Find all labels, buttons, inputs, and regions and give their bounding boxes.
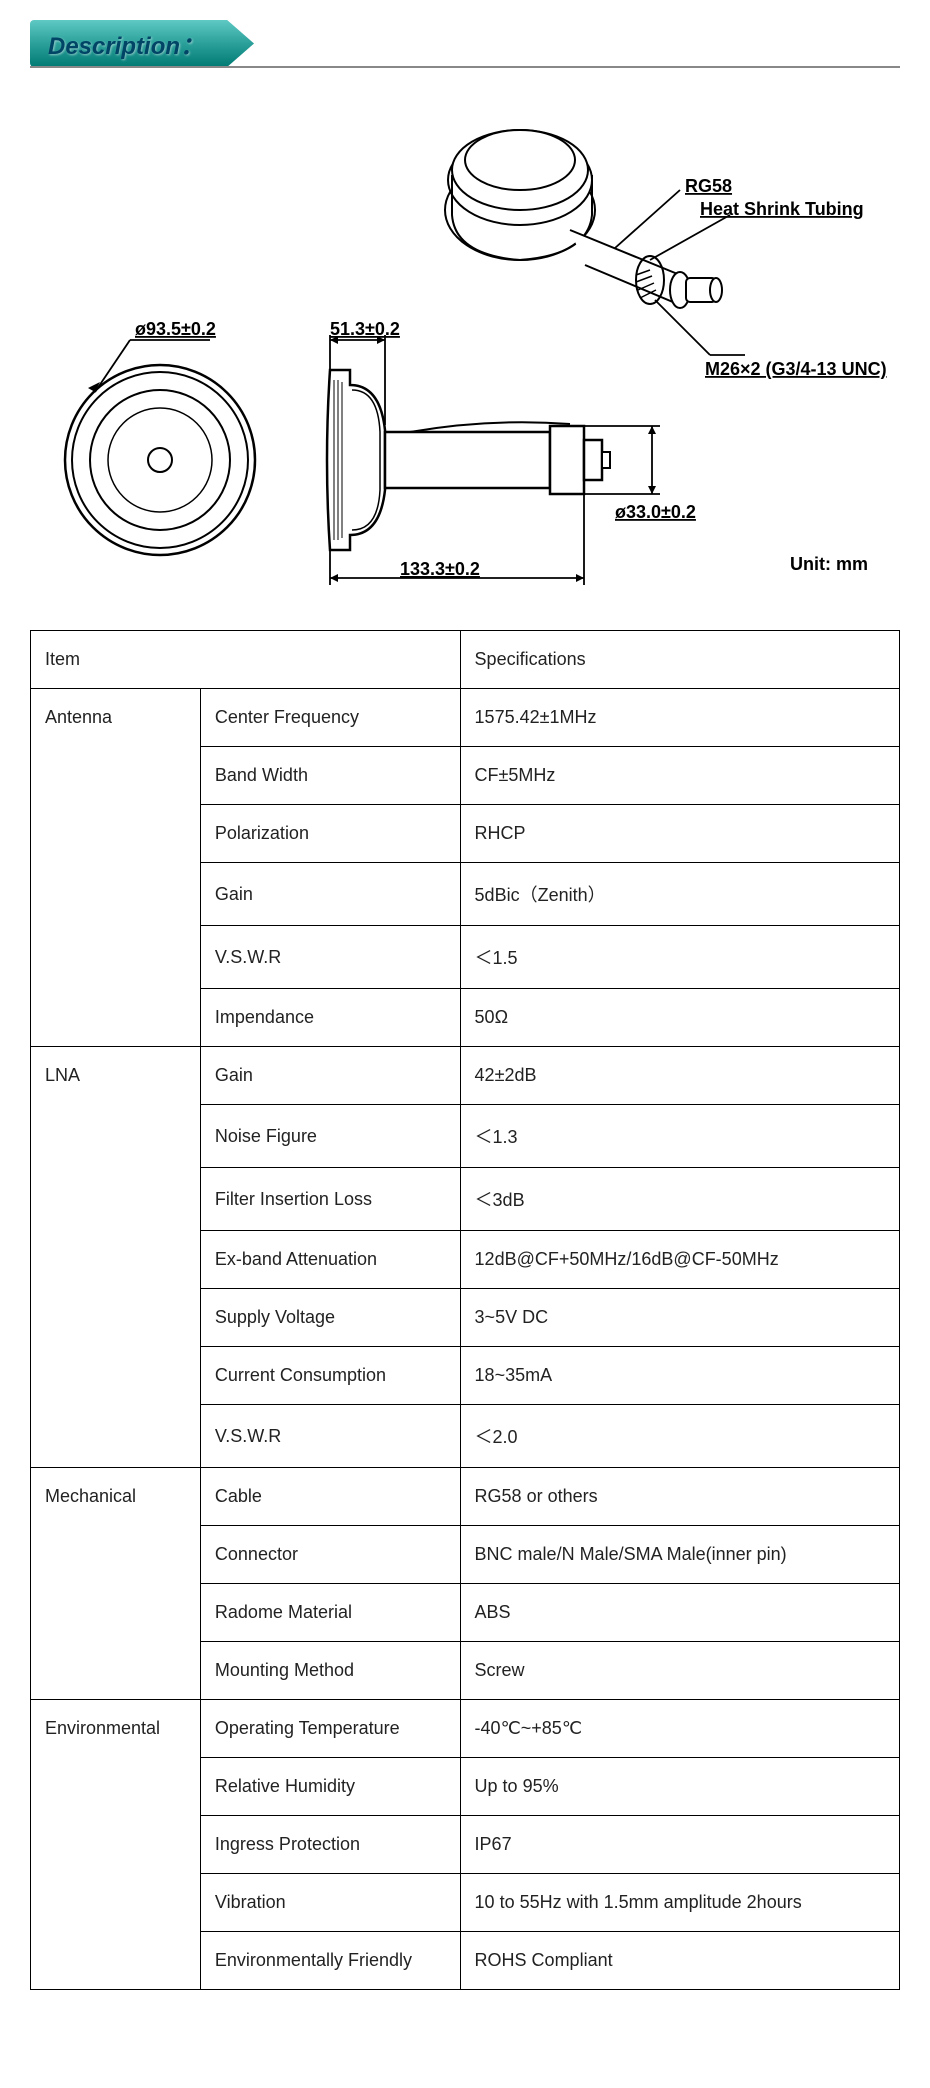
- value-cell: 5dBic（Zenith）: [460, 863, 899, 926]
- table-row: AntennaCenter Frequency1575.42±1MHz: [31, 689, 900, 747]
- param-cell: Ex-band Attenuation: [200, 1231, 460, 1289]
- value-cell: RHCP: [460, 805, 899, 863]
- diagram-label-cable: RG58: [685, 176, 732, 196]
- param-cell: Center Frequency: [200, 689, 460, 747]
- value-cell: 42±2dB: [460, 1047, 899, 1105]
- param-cell: Mounting Method: [200, 1642, 460, 1700]
- param-cell: Polarization: [200, 805, 460, 863]
- category-cell: Mechanical: [31, 1468, 201, 1700]
- param-cell: Gain: [200, 863, 460, 926]
- param-cell: V.S.W.R: [200, 1405, 460, 1468]
- value-cell: Screw: [460, 1642, 899, 1700]
- param-cell: Ingress Protection: [200, 1816, 460, 1874]
- param-cell: Radome Material: [200, 1584, 460, 1642]
- specifications-table: Item Specifications AntennaCenter Freque…: [30, 630, 900, 1990]
- param-cell: Environmentally Friendly: [200, 1932, 460, 1990]
- technical-diagram: RG58 Heat Shrink Tubing M26×2 (G3/4-13 U…: [0, 80, 930, 610]
- param-cell: Current Consumption: [200, 1347, 460, 1405]
- value-cell: 1575.42±1MHz: [460, 689, 899, 747]
- value-cell: CF±5MHz: [460, 747, 899, 805]
- value-cell: ＜1.3: [460, 1105, 899, 1168]
- diagram-label-tubing: Heat Shrink Tubing: [700, 199, 864, 219]
- dim-top-width: 51.3±0.2: [330, 319, 400, 339]
- value-cell: ABS: [460, 1584, 899, 1642]
- value-cell: RG58 or others: [460, 1468, 899, 1526]
- value-cell: ＜1.5: [460, 926, 899, 989]
- value-cell: 10 to 55Hz with 1.5mm amplitude 2hours: [460, 1874, 899, 1932]
- param-cell: Noise Figure: [200, 1105, 460, 1168]
- diagram-label-thread: M26×2 (G3/4-13 UNC): [705, 359, 887, 379]
- table-header-spec: Specifications: [460, 631, 899, 689]
- param-cell: Filter Insertion Loss: [200, 1168, 460, 1231]
- dim-total-length: 133.3±0.2: [400, 559, 480, 579]
- param-cell: Impendance: [200, 989, 460, 1047]
- value-cell: 50Ω: [460, 989, 899, 1047]
- value-cell: BNC male/N Male/SMA Male(inner pin): [460, 1526, 899, 1584]
- value-cell: 12dB@CF+50MHz/16dB@CF-50MHz: [460, 1231, 899, 1289]
- dim-conn-diam: ø33.0±0.2: [615, 502, 696, 522]
- category-cell: LNA: [31, 1047, 201, 1468]
- param-cell: Connector: [200, 1526, 460, 1584]
- table-row: EnvironmentalOperating Temperature-40℃~+…: [31, 1700, 900, 1758]
- param-cell: V.S.W.R: [200, 926, 460, 989]
- param-cell: Cable: [200, 1468, 460, 1526]
- dim-diameter: ø93.5±0.2: [135, 319, 216, 339]
- category-cell: Environmental: [31, 1700, 201, 1990]
- value-cell: ＜3dB: [460, 1168, 899, 1231]
- value-cell: -40℃~+85℃: [460, 1700, 899, 1758]
- section-header: Description：: [0, 20, 930, 70]
- category-cell: Antenna: [31, 689, 201, 1047]
- value-cell: 18~35mA: [460, 1347, 899, 1405]
- value-cell: 3~5V DC: [460, 1289, 899, 1347]
- section-title: Description：: [30, 20, 254, 67]
- param-cell: Vibration: [200, 1874, 460, 1932]
- unit-label: Unit: mm: [790, 554, 868, 574]
- value-cell: ＜2.0: [460, 1405, 899, 1468]
- table-row: MechanicalCableRG58 or others: [31, 1468, 900, 1526]
- param-cell: Relative Humidity: [200, 1758, 460, 1816]
- value-cell: IP67: [460, 1816, 899, 1874]
- value-cell: Up to 95%: [460, 1758, 899, 1816]
- param-cell: Supply Voltage: [200, 1289, 460, 1347]
- table-row: LNAGain42±2dB: [31, 1047, 900, 1105]
- param-cell: Band Width: [200, 747, 460, 805]
- param-cell: Gain: [200, 1047, 460, 1105]
- param-cell: Operating Temperature: [200, 1700, 460, 1758]
- header-underline: [30, 66, 900, 68]
- value-cell: ROHS Compliant: [460, 1932, 899, 1990]
- table-header-item: Item: [31, 631, 461, 689]
